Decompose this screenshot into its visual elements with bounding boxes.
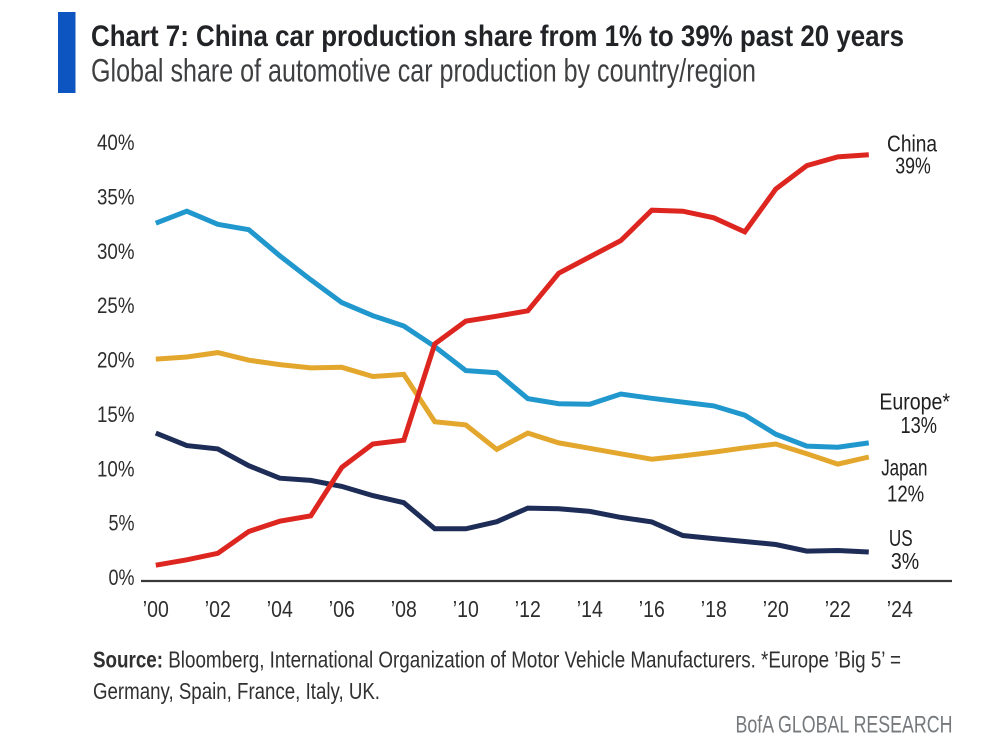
svg-text:’02: ’02 [205, 596, 231, 622]
svg-text:’14: ’14 [577, 596, 603, 622]
svg-text:’04: ’04 [267, 596, 293, 622]
svg-text:39%: 39% [895, 153, 931, 179]
svg-text:0%: 0% [109, 565, 135, 590]
svg-text:Europe*: Europe* [879, 389, 950, 415]
svg-text:’08: ’08 [391, 596, 417, 622]
svg-text:15%: 15% [97, 402, 135, 427]
svg-text:20%: 20% [97, 348, 135, 373]
svg-text:’24: ’24 [887, 596, 913, 622]
svg-text:Chart 7: China car production: Chart 7: China car production share from… [91, 20, 904, 53]
svg-text:’00: ’00 [143, 596, 169, 622]
svg-text:’12: ’12 [515, 596, 541, 622]
svg-text:’22: ’22 [825, 596, 851, 622]
svg-text:12%: 12% [887, 481, 924, 507]
svg-text:5%: 5% [109, 511, 135, 536]
svg-text:25%: 25% [97, 293, 135, 318]
svg-text:Source: Bloomberg, Internation: Source: Bloomberg, International Organiz… [93, 647, 901, 673]
svg-text:10%: 10% [97, 456, 135, 481]
svg-text:40%: 40% [97, 130, 135, 155]
svg-text:Global share of automotive car: Global share of automotive car productio… [91, 53, 756, 89]
svg-text:30%: 30% [97, 239, 135, 264]
svg-text:35%: 35% [97, 184, 135, 209]
svg-text:’06: ’06 [329, 596, 355, 622]
svg-text:’10: ’10 [453, 596, 479, 622]
svg-text:Japan: Japan [881, 455, 927, 481]
svg-text:13%: 13% [900, 412, 937, 438]
svg-text:’20: ’20 [763, 596, 789, 622]
svg-text:BofA GLOBAL RESEARCH: BofA GLOBAL RESEARCH [736, 712, 953, 739]
svg-text:3%: 3% [891, 548, 919, 574]
svg-text:Germany, Spain, France, Italy,: Germany, Spain, France, Italy, UK. [93, 678, 380, 704]
svg-text:China: China [887, 131, 937, 157]
svg-text:US: US [889, 525, 913, 551]
svg-text:’18: ’18 [701, 596, 727, 622]
svg-text:’16: ’16 [639, 596, 665, 622]
